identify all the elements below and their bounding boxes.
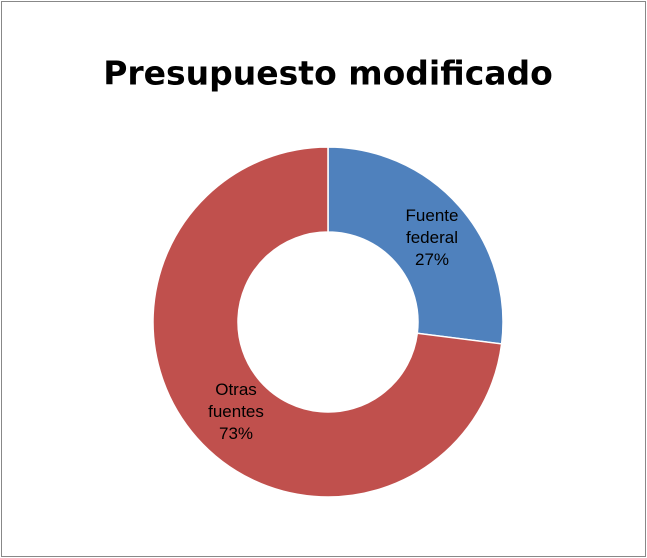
data-label: Otras fuentes 73%	[188, 379, 284, 445]
value-label: 27%	[414, 250, 450, 269]
value-label: 73%	[218, 424, 254, 443]
data-label: Fuente federal 27%	[384, 205, 480, 271]
category-label: Fuente federal	[405, 206, 459, 247]
donut-segment	[152, 146, 503, 498]
category-label: Otras fuentes	[208, 380, 264, 421]
donut-segment	[327, 146, 504, 345]
chart-title: Presupuesto modificado	[103, 54, 553, 93]
